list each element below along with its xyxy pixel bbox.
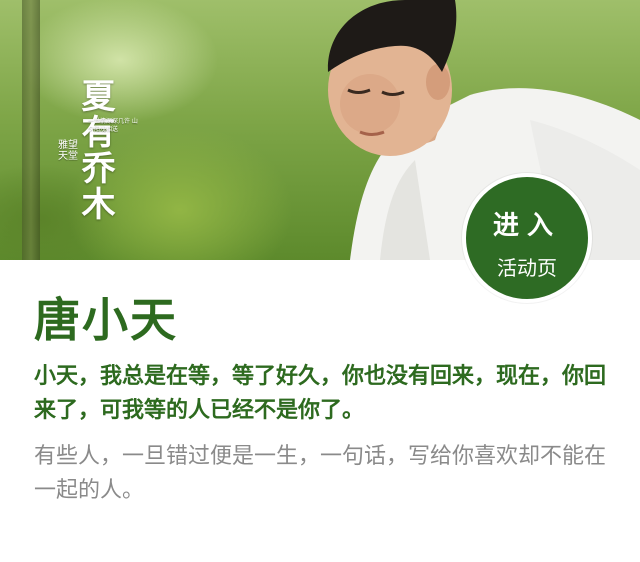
- character-quote: 小天，我总是在等，等了好久，你也没有回来，现在，你回来了，可我等的人已经不是你了…: [34, 364, 607, 423]
- poster-brand: 雅望天堂: [58, 140, 78, 162]
- hero-banner: 夏有乔木 一世情深深几许 山夕阳浅相送 雅望天堂: [0, 0, 640, 260]
- character-name: 唐小天: [34, 293, 178, 347]
- enter-activity-button[interactable]: 进入 活动页: [462, 173, 592, 303]
- activity-page-label: 活动页: [497, 256, 557, 280]
- tree-trunk: [22, 0, 40, 260]
- enter-label: 进入: [492, 211, 561, 241]
- description-text: 有些人，一旦错过便是一生，一句话，写给你喜欢却不能在一起的人。: [34, 444, 607, 503]
- poster-tagline: 一世情深深几许 山夕阳浅相送: [88, 118, 138, 133]
- poster-title: 夏有乔木: [75, 78, 115, 222]
